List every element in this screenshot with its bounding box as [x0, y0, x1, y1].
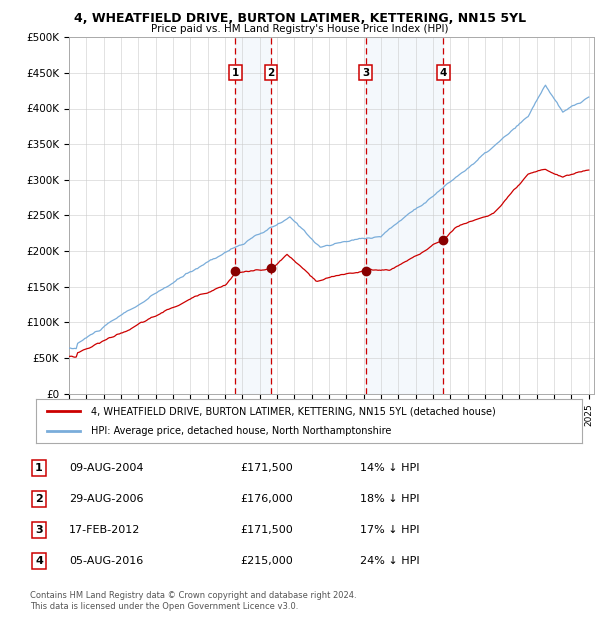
- Text: 2: 2: [35, 494, 43, 504]
- Text: £215,000: £215,000: [240, 556, 293, 566]
- Text: 18% ↓ HPI: 18% ↓ HPI: [360, 494, 419, 504]
- Text: 29-AUG-2006: 29-AUG-2006: [69, 494, 143, 504]
- Text: HPI: Average price, detached house, North Northamptonshire: HPI: Average price, detached house, Nort…: [91, 426, 391, 436]
- Text: 4, WHEATFIELD DRIVE, BURTON LATIMER, KETTERING, NN15 5YL (detached house): 4, WHEATFIELD DRIVE, BURTON LATIMER, KET…: [91, 406, 496, 416]
- Text: This data is licensed under the Open Government Licence v3.0.: This data is licensed under the Open Gov…: [30, 602, 298, 611]
- Text: 09-AUG-2004: 09-AUG-2004: [69, 463, 143, 473]
- Text: 14% ↓ HPI: 14% ↓ HPI: [360, 463, 419, 473]
- Text: 3: 3: [362, 68, 369, 78]
- Text: 1: 1: [35, 463, 43, 473]
- Text: £176,000: £176,000: [240, 494, 293, 504]
- Text: Contains HM Land Registry data © Crown copyright and database right 2024.: Contains HM Land Registry data © Crown c…: [30, 591, 356, 600]
- Bar: [235, 37, 271, 394]
- Text: 24% ↓ HPI: 24% ↓ HPI: [360, 556, 419, 566]
- Text: 4: 4: [440, 68, 447, 78]
- Text: Price paid vs. HM Land Registry's House Price Index (HPI): Price paid vs. HM Land Registry's House …: [151, 24, 449, 33]
- Text: £171,500: £171,500: [240, 463, 293, 473]
- Text: 1: 1: [232, 68, 239, 78]
- Text: 05-AUG-2016: 05-AUG-2016: [69, 556, 143, 566]
- Text: £171,500: £171,500: [240, 525, 293, 535]
- Text: 17-FEB-2012: 17-FEB-2012: [69, 525, 140, 535]
- Text: 3: 3: [35, 525, 43, 535]
- Text: 4, WHEATFIELD DRIVE, BURTON LATIMER, KETTERING, NN15 5YL: 4, WHEATFIELD DRIVE, BURTON LATIMER, KET…: [74, 12, 526, 25]
- Bar: [365, 37, 443, 394]
- Text: 17% ↓ HPI: 17% ↓ HPI: [360, 525, 419, 535]
- Text: 2: 2: [268, 68, 275, 78]
- Text: 4: 4: [35, 556, 43, 566]
